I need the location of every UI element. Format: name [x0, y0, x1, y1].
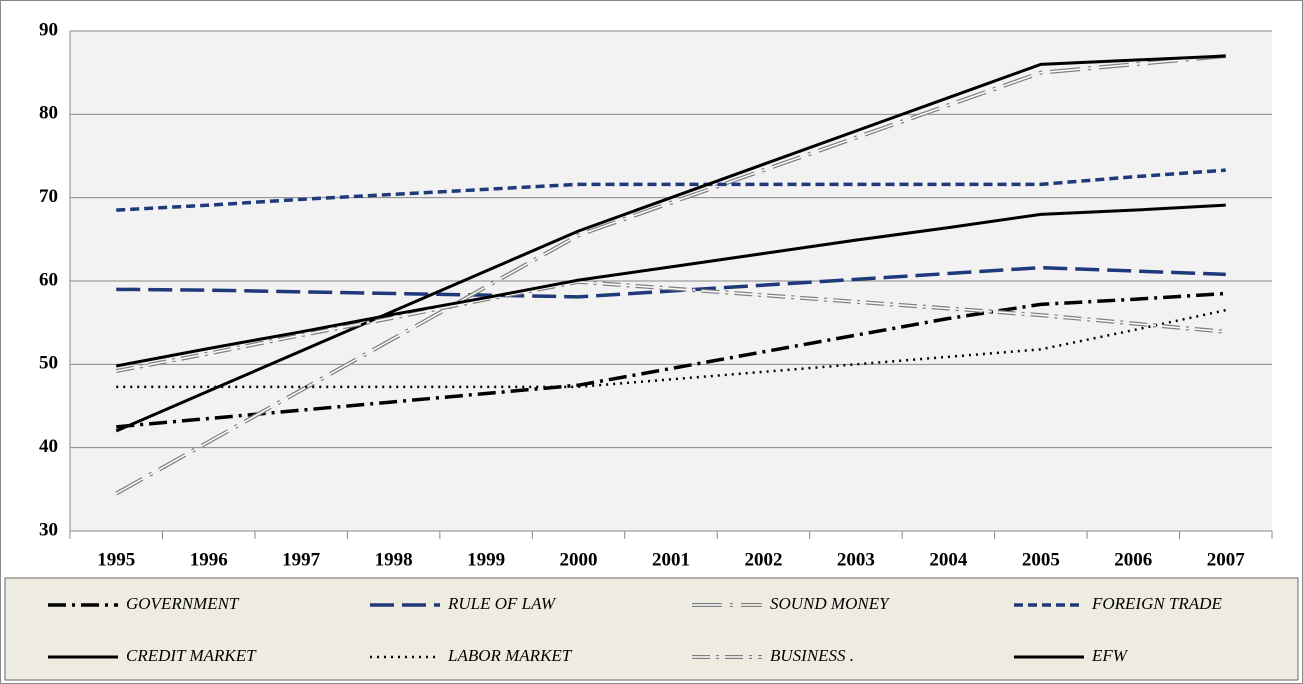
legend-label: SOUND MONEY	[770, 594, 890, 613]
series-line-core	[116, 281, 1226, 372]
x-tick-label: 2001	[652, 549, 690, 570]
x-tick-label: 1998	[375, 549, 413, 570]
series-line	[115, 203, 1226, 368]
x-tick-label: 2003	[837, 549, 875, 570]
y-tick-label: 40	[39, 436, 58, 457]
x-tick-label: 1995	[97, 549, 135, 570]
series-line-core	[115, 55, 1226, 495]
y-tick-label: 30	[39, 519, 58, 540]
series-line	[115, 54, 1226, 433]
y-tick-label: 70	[39, 186, 58, 207]
x-tick-label: 2006	[1114, 549, 1152, 570]
legend-box	[4, 577, 1299, 681]
y-tick-label: 80	[39, 103, 58, 124]
legend-label: FOREIGN TRADE	[1091, 594, 1222, 613]
series-line	[116, 265, 1226, 299]
legend-label: GOVERNMENT	[126, 594, 240, 613]
x-tick-label: 2007	[1207, 549, 1246, 570]
x-tick-label: 1999	[467, 549, 505, 570]
x-tick-label: 2000	[560, 549, 598, 570]
y-tick-label: 50	[39, 353, 58, 374]
x-tick-label: 1996	[190, 549, 228, 570]
x-tick-label: 2005	[1022, 549, 1060, 570]
legend-label: BUSINESS .	[770, 646, 854, 665]
x-tick-label: 1997	[282, 549, 321, 570]
series-line	[116, 168, 1226, 212]
series-line	[116, 291, 1226, 429]
x-tick-label: 2004	[929, 549, 968, 570]
legend-label: CREDIT MARKET	[126, 646, 257, 665]
legend-label: LABOR MARKET	[447, 646, 573, 665]
legend-label: EFW	[1091, 646, 1129, 665]
y-tick-label: 90	[39, 19, 58, 40]
legend-label: RULE OF LAW	[447, 594, 557, 613]
y-tick-label: 60	[39, 269, 58, 290]
x-tick-label: 2002	[744, 549, 782, 570]
